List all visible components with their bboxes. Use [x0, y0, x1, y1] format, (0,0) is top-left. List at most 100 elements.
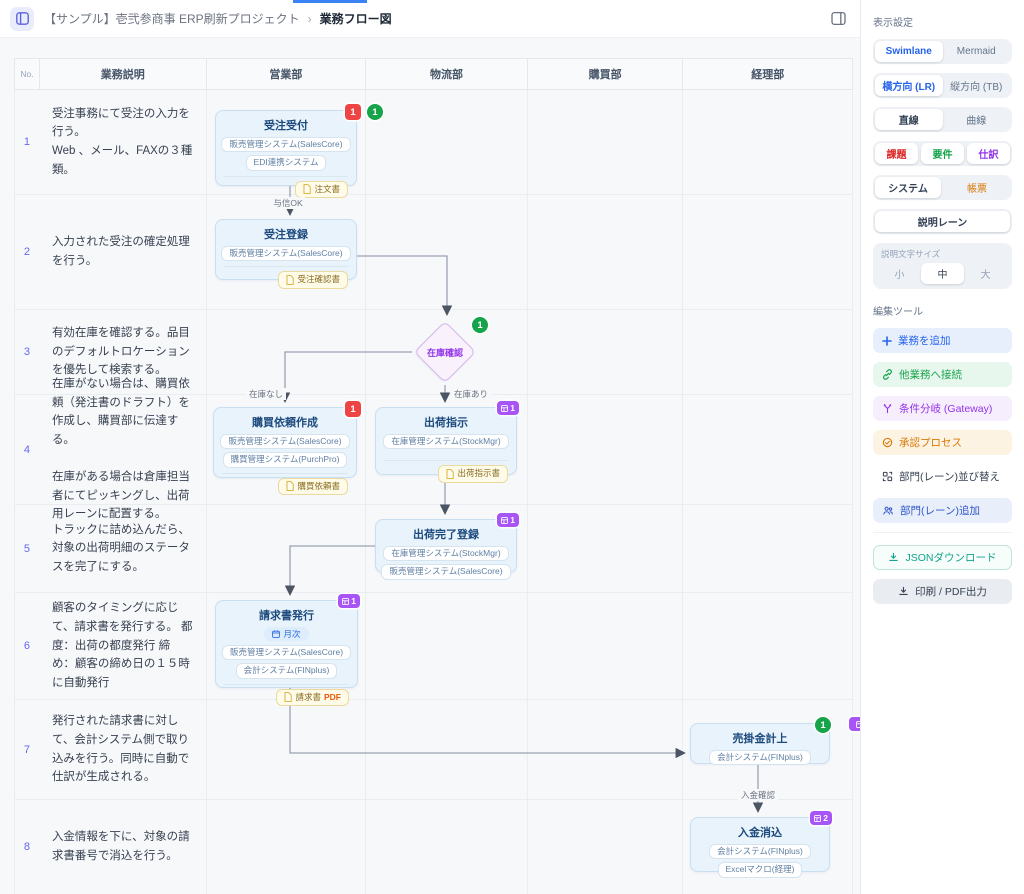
system-tag: 会計システム(FINplus) [709, 750, 811, 766]
node-title: 受注登録 [264, 229, 308, 241]
task-node-shipping-complete[interactable]: 1 出荷完了登録 在庫管理システム(StockMgr) 販売管理システム(Sal… [375, 513, 519, 580]
reorder-lanes-button[interactable]: 部門(レーン)並び替え [873, 464, 1012, 489]
document-icon [285, 692, 293, 703]
document-icon [304, 184, 312, 195]
system-tag: 販売管理システム(SalesCore) [221, 246, 351, 262]
row-description: 有効在庫を確認する。品目のデフォルトロケーションを優先して検索する。 [51, 327, 190, 377]
system-tag: 在庫管理システム(StockMgr) [383, 434, 509, 450]
toggle-line-straight[interactable]: 直線 [875, 109, 943, 130]
requirement-badge: 1 [472, 317, 488, 333]
font-size-medium[interactable]: 中 [921, 263, 964, 284]
line-style-toggle: 直線 曲線 [873, 107, 1012, 132]
plus-icon [882, 335, 892, 346]
panel-right-toggle-button[interactable] [831, 11, 846, 26]
people-icon [883, 506, 893, 515]
system-tag: 販売管理システム(SalesCore) [221, 137, 351, 153]
breadcrumb-project[interactable]: 【サンプル】壱弐参商事 ERP刷新プロジェクト [44, 12, 300, 26]
toggle-direction-tb[interactable]: 縦方向 (TB) [950, 82, 1003, 93]
chip-description-lane[interactable]: 説明レーン [875, 211, 1010, 232]
print-pdf-button[interactable]: 印刷 / PDF出力 [873, 579, 1012, 604]
document-icon [287, 275, 295, 285]
table-row: 3 有効在庫を確認する。品目のデフォルトロケーションを優先して検索する。 [15, 310, 852, 395]
toggle-line-curved[interactable]: 曲線 [966, 116, 987, 127]
task-node-ar-posting[interactable]: 1 売掛金計上 会計システム(FINplus) [690, 717, 860, 766]
swimlane-grid: No. 業務説明 営業部 物流部 購買部 経理部 1 受注事務にて受注の入力を行… [14, 58, 853, 894]
toggle-swimlane[interactable]: Swimlane [875, 41, 943, 62]
document-icon [447, 469, 455, 479]
main-area: 【サンプル】壱弐参商事 ERP刷新プロジェクト › 業務フロー図 No. 業務説… [0, 6, 860, 894]
task-node-purchase-request[interactable]: 1 購買依頼作成 販売管理システム(SalesCore) 購買管理システム(Pu… [213, 401, 361, 495]
edge-label: 入金確認 [737, 789, 779, 801]
lanes-grid-icon [882, 471, 893, 482]
node-title: 受注受付 [264, 120, 308, 132]
row-description: 発行された請求書に対して、会計システム側で取り込みを行う。同時に自動で仕訳が生成… [51, 715, 190, 784]
document-tag: 受注確認書 [278, 271, 348, 289]
pdf-label: PDF [324, 691, 341, 702]
flow-canvas: No. 業務説明 営業部 物流部 購買部 経理部 1 受注事務にて受注の入力を行… [0, 38, 860, 894]
node-title: 出荷完了登録 [413, 529, 479, 541]
chip-requirements[interactable]: 要件 [921, 143, 964, 164]
row-description: 在庫がない場合は、購買依頼（発注書のドラフト）を作成し、購買部に伝達する。 在庫… [51, 378, 190, 521]
chip-system[interactable]: システム [875, 177, 941, 198]
gateway-node-stock-check[interactable]: 1 在庫確認 [412, 317, 488, 385]
table-row: 6 顧客のタイミングに応じて、請求書を発行する。 都度：出荷の都度発行 締め：顧… [15, 593, 852, 700]
node-title: 入金消込 [738, 827, 782, 839]
row-description: 受注事務にて受注の入力を行う。 Web 、メール、FAXの３種類。 [51, 107, 193, 176]
overlay-chips-row1: 課題 要件 仕訳 [873, 141, 1012, 166]
edit-tools-label: 編集ツール [873, 307, 923, 318]
top-accent-bar [293, 0, 367, 3]
chip-forms[interactable]: 帳票 [967, 184, 987, 195]
task-node-order-registration[interactable]: 受注登録 販売管理システム(SalesCore) 受注確認書 [215, 219, 357, 289]
lane-body: 1 受注事務にて受注の入力を行う。 Web 、メール、FAXの３種類。 2 入力… [14, 90, 853, 894]
table-row: 2 入力された受注の確定処理を行う。 [15, 195, 852, 310]
system-tag: Excelマクロ(経理) [717, 862, 803, 878]
font-size-large[interactable]: 大 [980, 270, 991, 281]
header-description: 業務説明 [38, 59, 206, 89]
journal-badge: 1 [338, 594, 360, 608]
task-node-order-intake[interactable]: 1 1 受注受付 販売管理システム(SalesCore) EDI連携システム 注… [215, 104, 383, 198]
toggle-mermaid[interactable]: Mermaid [956, 46, 996, 57]
chip-issues[interactable]: 課題 [875, 143, 918, 164]
node-title: 売掛金計上 [732, 733, 788, 745]
gateway-button[interactable]: 条件分岐 (Gateway) [873, 396, 1012, 421]
node-title: 在庫確認 [426, 347, 463, 358]
header-lane-purchase: 購買部 [526, 59, 683, 89]
issue-badge: 1 [345, 104, 361, 120]
add-lane-button[interactable]: 部門(レーン)追加 [873, 498, 1012, 523]
download-icon [889, 552, 899, 562]
row-description: 入金情報を下に、対象の請求書番号で消込を行う。 [51, 831, 190, 862]
edge-label: 在庫なし [245, 388, 287, 400]
task-node-invoice-issue[interactable]: 1 請求書発行 月次 販売管理システム(SalesCore) 会計システム(FI… [215, 594, 360, 706]
node-title: 購買依頼作成 [252, 417, 318, 429]
lane-header-row: No. 業務説明 営業部 物流部 購買部 経理部 [14, 58, 853, 90]
edge-label: 在庫あり [450, 388, 492, 400]
connect-task-button[interactable]: 他業務へ接続 [873, 362, 1012, 387]
row-number: 5 [23, 542, 31, 555]
requirement-badge: 1 [815, 717, 831, 733]
panel-left-icon [15, 12, 29, 25]
json-download-button[interactable]: JSONダウンロード [873, 545, 1012, 570]
row-number: 8 [23, 841, 31, 853]
task-node-payment-clearing[interactable]: 2 入金消込 会計システム(FINplus) Excelマクロ(経理) [690, 811, 832, 878]
chip-journal[interactable]: 仕訳 [967, 143, 1010, 164]
sidebar-toggle-button[interactable] [10, 6, 34, 31]
approval-process-button[interactable]: 承認プロセス [873, 430, 1012, 455]
settings-sidebar: 表示設定 Swimlane Mermaid 横方向 (LR) 縦方向 (TB) … [860, 0, 1024, 894]
task-node-shipping-instruction[interactable]: 1 出荷指示 在庫管理システム(StockMgr) 出荷指示書 [375, 401, 519, 483]
font-size-small[interactable]: 小 [894, 270, 905, 281]
frequency-tag: 月次 [264, 627, 309, 641]
row-number: 1 [23, 136, 31, 148]
document-tag: 請求書 PDF [276, 688, 349, 706]
breadcrumb-current: 業務フロー図 [319, 12, 392, 26]
document-tag: 出荷指示書 [438, 465, 508, 483]
journal-badge: 2 [810, 811, 832, 825]
toggle-direction-lr[interactable]: 横方向 (LR) [875, 75, 943, 96]
calendar-icon [272, 630, 281, 638]
system-tag: EDI連携システム [245, 155, 327, 171]
row-number: 2 [23, 246, 31, 258]
view-toggle: Swimlane Mermaid [873, 39, 1012, 64]
add-task-button[interactable]: 業務を追加 [873, 328, 1012, 353]
row-description: 顧客のタイミングに応じて、請求書を発行する。 都度：出荷の都度発行 締め：顧客の… [51, 602, 193, 689]
issue-badge: 1 [345, 401, 361, 417]
sidebar-divider [873, 532, 1012, 533]
